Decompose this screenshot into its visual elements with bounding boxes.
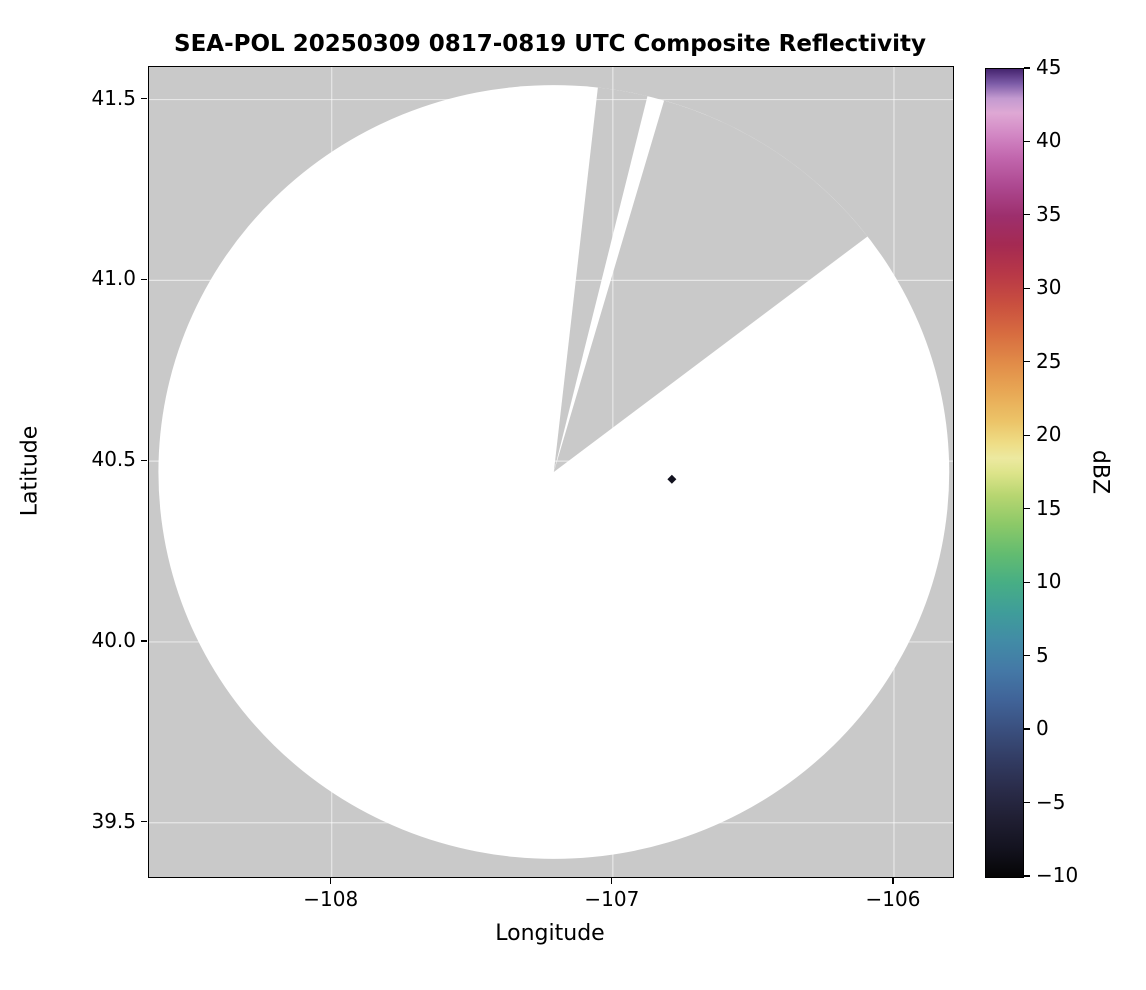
- y-tick-mark: [141, 459, 147, 461]
- colorbar-tick-label: −5: [1036, 789, 1066, 814]
- colorbar-tick-label: 5: [1036, 642, 1049, 667]
- plot-area: [148, 66, 954, 878]
- colorbar-tick-label: 30: [1036, 275, 1062, 300]
- y-tick-mark: [141, 278, 147, 280]
- missing-sector: [553, 87, 648, 472]
- colorbar-tick-mark: [1024, 875, 1030, 877]
- y-tick-label: 40.0: [91, 627, 136, 652]
- x-tick-mark: [611, 878, 613, 884]
- colorbar-tick-mark: [1024, 728, 1030, 730]
- y-tick-mark: [141, 97, 147, 100]
- colorbar: [985, 68, 1024, 878]
- colorbar-tick-label: −10: [1036, 863, 1079, 887]
- y-tick-label: 39.5: [91, 808, 136, 833]
- colorbar-tick-label: 35: [1036, 201, 1062, 226]
- colorbar-tick-mark: [1024, 67, 1030, 69]
- y-tick-mark: [141, 821, 147, 823]
- colorbar-tick-label: 15: [1036, 495, 1062, 520]
- colorbar-label: dBZ: [1087, 449, 1113, 495]
- colorbar-tick-label: 40: [1036, 128, 1062, 153]
- colorbar-tick-mark: [1024, 581, 1030, 583]
- y-axis-label: Latitude: [17, 425, 43, 517]
- missing-sector: [553, 100, 868, 472]
- radar-echo-point: [667, 474, 677, 484]
- x-tick-label: −107: [584, 887, 640, 911]
- x-axis-label: Longitude: [495, 921, 605, 946]
- colorbar-tick-label: 0: [1036, 716, 1049, 741]
- colorbar-tick-label: 10: [1036, 569, 1062, 594]
- chart-title: SEA-POL 20250309 0817-0819 UTC Composite…: [174, 31, 926, 57]
- colorbar-tick-mark: [1024, 434, 1030, 436]
- colorbar-tick-mark: [1024, 655, 1030, 657]
- radar-ppi-plot: [149, 67, 953, 877]
- colorbar-tick-mark: [1024, 214, 1030, 216]
- colorbar-tick-mark: [1024, 361, 1030, 363]
- colorbar-tick-mark: [1024, 801, 1030, 804]
- colorbar-tick-label: 25: [1036, 348, 1062, 373]
- colorbar-tick-label: 20: [1036, 422, 1062, 447]
- colorbar-tick-mark: [1024, 508, 1030, 510]
- colorbar-tick-mark: [1024, 140, 1030, 143]
- colorbar-tick-mark: [1024, 287, 1030, 289]
- y-tick-label: 40.5: [91, 447, 136, 472]
- y-tick-mark: [141, 640, 147, 642]
- colorbar-tick-label: 45: [1036, 55, 1062, 79]
- x-tick-mark: [330, 878, 332, 884]
- y-tick-label: 41.0: [91, 266, 136, 291]
- colorbar-gradient: [986, 69, 1023, 877]
- x-tick-label: −106: [865, 887, 921, 911]
- x-tick-mark: [892, 878, 894, 884]
- x-tick-label: −108: [303, 887, 359, 911]
- y-tick-label: 41.5: [91, 85, 136, 110]
